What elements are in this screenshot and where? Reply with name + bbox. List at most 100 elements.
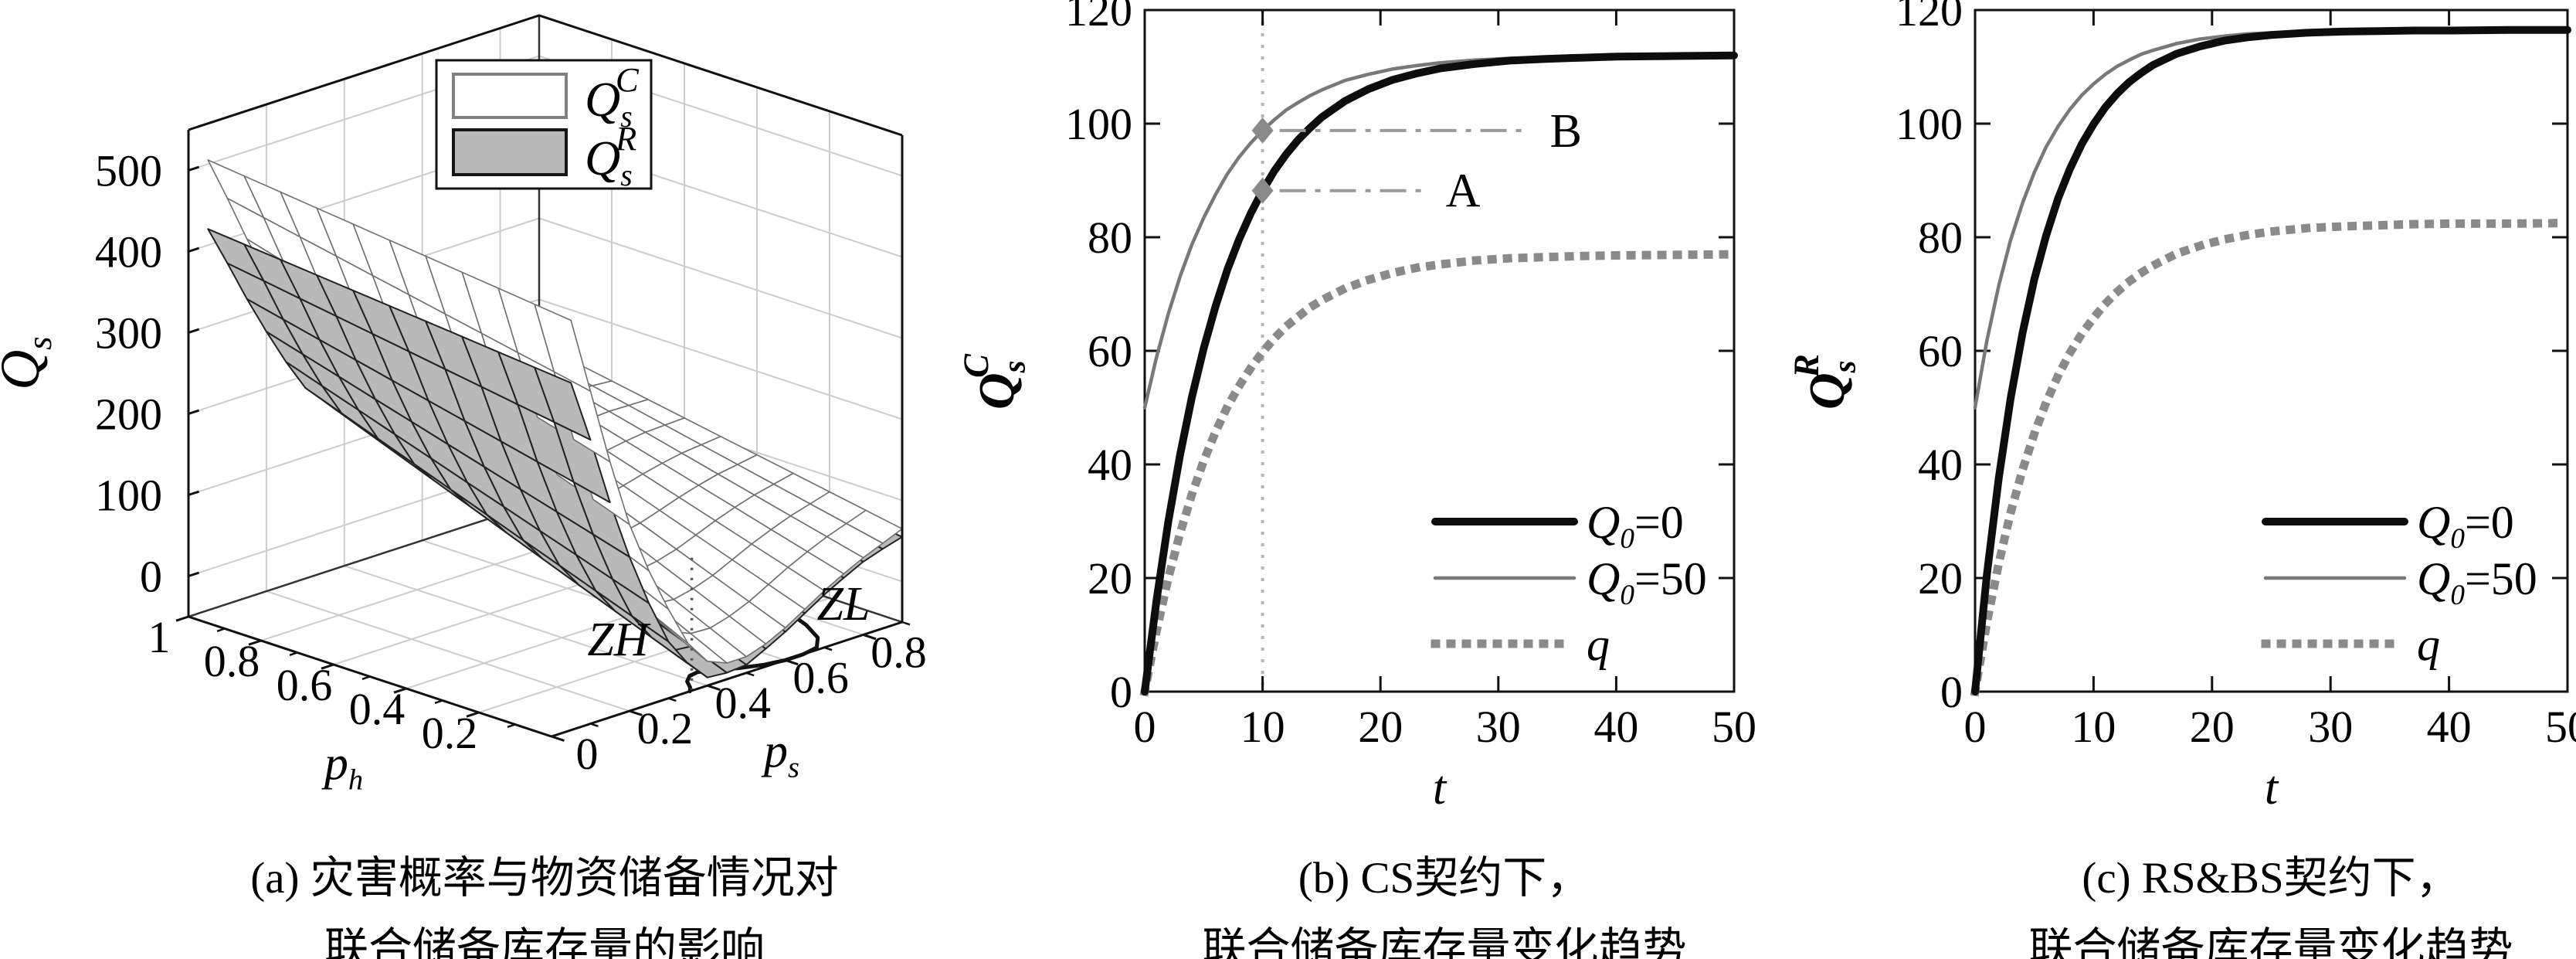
x-tick-label: 40 [2427,702,2472,752]
ph-tick-label: 0.8 [204,636,260,686]
y-tick-label: 100 [1065,99,1132,149]
legend-swatch-qsc [452,73,568,119]
ps-tick [551,735,565,742]
curve-q0-0 [1141,51,1738,695]
ps-minor-tick [590,723,599,728]
panel-c-caption-line1: (c) RS&BS契约下， [2082,854,2460,903]
ph-tick [466,711,480,718]
floor-grid [344,565,708,687]
y-tick-label: 20 [1918,553,1963,604]
ps-tick-label: 0.4 [715,678,772,728]
z-tick-label: 200 [95,389,162,440]
legend-swatch-qsr [452,128,568,176]
y-tick-label: 100 [1896,99,1963,149]
z-tick-label: 0 [140,552,162,602]
y-tick-label: 120 [1896,0,1963,36]
z-tick [188,247,200,253]
ph-minor-tick [289,651,298,656]
ph-tick-label: 1 [148,612,171,662]
legend-label: Q0=0 [1587,497,1684,555]
ps-tick-label: 0.2 [637,703,694,753]
x-axis-label: t [1433,762,1448,814]
y-tick-label: 60 [1918,326,1963,376]
z-tick [188,328,200,334]
wall-grid [538,298,903,420]
ph-tick [321,663,334,670]
ps-tick-label: 0.6 [792,652,849,702]
mesh-surfaces [207,159,903,678]
ph-minor-tick [507,723,516,728]
ps-tick-label: 0 [576,729,599,779]
legend-label: Q0=50 [2417,553,2537,611]
panel-b-plot: 0 10 20 30 40 50 0 20 40 60 80 100 120 t QsC A B Q0=0Q0=5… [956,0,1756,814]
z-tick [188,571,200,577]
box-ceiling-edges [188,14,903,137]
z-tick [188,165,200,172]
y-tick-label: 80 [1918,213,1963,263]
annotation-label-b: B [1550,105,1582,158]
panel-c-plot: 0 10 20 30 40 50 0 20 40 60 80 100 120 t QsR Q0=0Q0=50 q [1787,0,2576,814]
ps-tick [629,709,643,716]
ph-axis-label: ph [321,737,363,797]
annotation-label-a: A [1446,165,1481,218]
curve-q [1970,219,2572,697]
x-tick-label: 20 [2190,702,2235,752]
ps-minor-tick [667,697,677,702]
ps-minor-tick [745,672,755,677]
panel-b-caption-line2: 联合储备库存量变化趋势 [1202,925,1687,959]
ph-tick-label: 0.2 [422,708,478,758]
ph-minor-tick [216,627,226,632]
y-tick-label: 80 [1088,213,1132,263]
y-tick-label: 40 [1088,440,1132,490]
z-tick [188,409,200,415]
x-tick-label: 40 [1593,702,1638,752]
ps-tick [707,684,721,692]
y-tick-label: 0 [1110,667,1132,717]
x-tick-label: 0 [1964,702,1987,752]
ph-tick [248,639,262,646]
mesh-cell-qsr [534,366,592,441]
curve-q0-50 [1973,28,2570,410]
z-tick-label: 500 [95,146,162,196]
panel-a-plot: 0 100 200 300 400 500 1 0.8 0.6 0.4 0.2 0 0.2 0.4 0.6 0… [0,14,927,797]
ph-tick-label: 0.4 [349,684,406,734]
panel-a-caption-line1: (a) 灾害概率与物资储备情况对 [250,854,839,903]
y-tick-label: 0 [1940,667,1963,717]
ps-tick [863,634,877,641]
x-tick-label: 50 [1712,702,1756,752]
floor-grid [266,590,630,712]
z-tick-label: 300 [95,308,162,359]
z-tick [188,490,200,496]
y-tick-label: 40 [1918,440,1963,490]
panel-b-caption-line1: (b) CS契约下， [1298,854,1591,903]
ps-tick-label: 0.8 [871,627,927,677]
panel-c-caption-line2: 联合储备库存量变化趋势 [2028,925,2513,959]
y-tick-label: 60 [1088,326,1132,376]
ps-axis-label: ps [761,725,799,784]
x-tick-label: 10 [2071,702,2116,752]
legend-label: Q0=0 [2417,497,2514,555]
x-tick-label: 30 [2308,702,2353,752]
z-tick-label: 400 [95,227,162,277]
y-tick-label: 20 [1088,553,1132,604]
legend-label: q [2417,619,2440,670]
mesh-cell-qsc [534,303,592,392]
curve-q0-0 [1971,26,2571,695]
curve-q0-50 [1142,53,1736,410]
x-tick-label: 20 [1358,702,1403,752]
wall-grid [538,217,903,339]
ph-tick [393,687,407,694]
legend-label-qsr: QsR [585,119,636,192]
annotation-marker-a [1251,177,1274,204]
y-axis-label: QsR [1787,354,1862,410]
ph-minor-tick [434,699,443,704]
ph-tick-label: 0.6 [277,660,333,710]
zone-label-zl: ZL [817,578,871,631]
legend-label-qsc: QsC [585,60,640,134]
legend-label: q [1587,619,1610,670]
y-axis-label: QsC [956,353,1032,410]
x-axis-label: t [2265,762,2279,814]
ps-tick [785,658,799,666]
